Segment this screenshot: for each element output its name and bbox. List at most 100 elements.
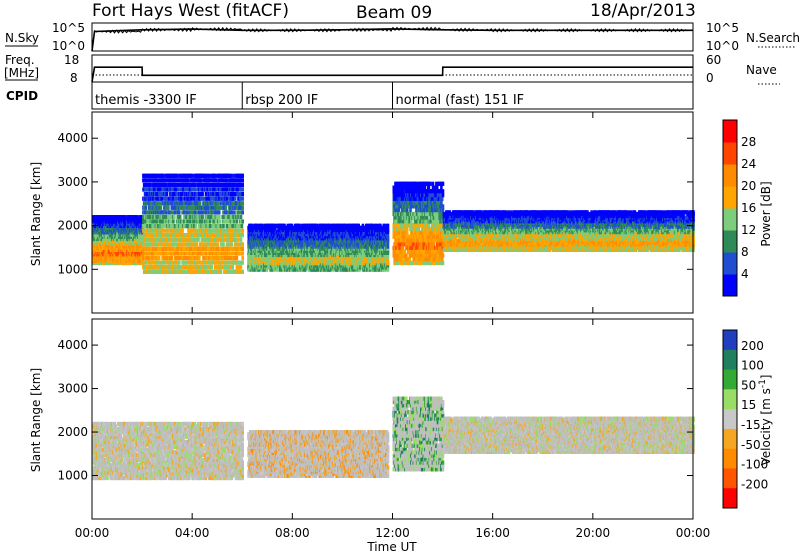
scatter-cell xyxy=(241,229,244,233)
scatter-cell xyxy=(241,242,244,246)
scatter-cell xyxy=(232,251,235,255)
scatter-cell xyxy=(233,210,236,214)
scatter-cell xyxy=(173,247,176,251)
scatter-cell xyxy=(230,247,233,251)
scatter-cell xyxy=(166,229,169,233)
scatter-cell xyxy=(211,206,214,210)
scatter-cell xyxy=(194,187,197,191)
scatter-cell xyxy=(171,210,174,214)
scatter-cell xyxy=(195,224,198,228)
scatter-cell xyxy=(211,238,214,242)
scatter-cell xyxy=(241,256,244,260)
scatter-cell xyxy=(199,201,202,205)
scatter-cell xyxy=(164,261,167,265)
scatter-cell xyxy=(239,197,242,201)
nsky-bottom-tick: 10^0 xyxy=(52,39,85,53)
scatter-cell xyxy=(241,206,244,210)
scatter-cell xyxy=(205,251,208,255)
scatter-cell xyxy=(155,178,158,182)
scatter-cell xyxy=(236,256,239,260)
scatter-cell xyxy=(181,192,184,196)
scatter-cell xyxy=(241,187,244,191)
freq-strip: Freq. [MHz] 18 8 60 0 Nave xyxy=(4,53,780,85)
freq-label-1: Freq. xyxy=(5,53,35,67)
scatter-cell xyxy=(186,261,189,265)
scatter-cell xyxy=(194,183,197,187)
scatter-cell xyxy=(241,261,244,265)
nsearch-top-tick: 10^5 xyxy=(706,21,739,35)
scatter-cell xyxy=(232,187,235,191)
scatter-cell xyxy=(234,197,237,201)
scatter-cell xyxy=(198,256,201,260)
cpid-segment-label: themis -3300 IF xyxy=(95,93,197,108)
scatter-cell xyxy=(152,247,155,251)
scatter-cell xyxy=(216,242,219,246)
scatter-cell xyxy=(166,192,169,196)
date-title: 18/Apr/2013 xyxy=(590,1,696,21)
scatter-cell xyxy=(145,206,148,210)
scatter-cell xyxy=(238,229,241,233)
cpid-segment-label: rbsp 200 IF xyxy=(245,93,318,108)
scatter-cell xyxy=(186,210,189,214)
scatter-cell xyxy=(241,247,244,251)
scatter-cell xyxy=(237,238,240,242)
scatter-cell xyxy=(226,256,229,260)
radar-summary-plot: Fort Hays West (fitACF) Beam 09 18/Apr/2… xyxy=(0,0,800,554)
scatter-cell xyxy=(209,219,212,223)
scatter-cell xyxy=(165,183,168,187)
scatter-cell xyxy=(241,201,244,205)
freq-series xyxy=(92,67,693,82)
scatter-cell xyxy=(178,210,181,214)
scatter-cell xyxy=(240,215,243,219)
scatter-cell xyxy=(158,256,161,260)
scatter-cell xyxy=(231,201,234,205)
scatter-cell xyxy=(158,201,161,205)
scatter-cell xyxy=(226,178,229,182)
scatter-cell xyxy=(231,224,234,228)
scatter-cell xyxy=(208,183,211,187)
scatter-cell xyxy=(238,251,241,255)
scatter-cell xyxy=(236,242,239,246)
scatter-cell xyxy=(162,174,165,178)
scatter-cell xyxy=(202,251,205,255)
scatter-cell xyxy=(176,238,179,242)
scatter-cell xyxy=(145,261,148,265)
scatter-cell xyxy=(206,261,209,265)
scatter-cell xyxy=(149,183,152,187)
scatter-cell xyxy=(163,229,166,233)
freq-bottom-tick: 8 xyxy=(70,71,78,85)
scatter-cell xyxy=(241,233,244,237)
scatter-cell xyxy=(241,219,244,223)
scatter-cell xyxy=(231,210,234,214)
scatter-cell xyxy=(229,270,232,274)
scatter-cell xyxy=(230,174,233,178)
scatter-cell xyxy=(171,256,174,260)
nsky-strip: N.Sky 10^5 10^0 10^5 10^0 N.Search xyxy=(5,21,800,53)
cpid-segment-label: normal (fast) 151 IF xyxy=(396,93,525,108)
scatter-cell xyxy=(186,219,189,223)
scatter-cell xyxy=(194,210,197,214)
scatter-cell xyxy=(211,261,214,265)
scatter-cell xyxy=(162,224,165,228)
scatter-cell xyxy=(241,270,244,274)
scatter-cell xyxy=(240,265,243,269)
scatter-cell xyxy=(222,242,225,246)
scatter-cell xyxy=(176,174,179,178)
scatter-cell xyxy=(153,233,156,237)
scatter-cell xyxy=(187,178,190,182)
freq-top-tick: 18 xyxy=(64,53,79,67)
scatter-cell xyxy=(236,219,239,223)
scatter-cell xyxy=(201,215,204,219)
scatter-cell xyxy=(220,192,223,196)
scatter-cell xyxy=(196,242,199,246)
scatter-cell xyxy=(210,197,213,201)
nave-label: Nave xyxy=(746,63,777,77)
scatter-cell xyxy=(177,187,180,191)
scatter-cell xyxy=(200,178,203,182)
scatter-cell xyxy=(191,265,194,269)
nsearch-label: N.Search xyxy=(746,31,800,45)
scatter-cell xyxy=(168,210,171,214)
scatter-cell xyxy=(240,238,243,242)
scatter-cell xyxy=(181,229,184,233)
